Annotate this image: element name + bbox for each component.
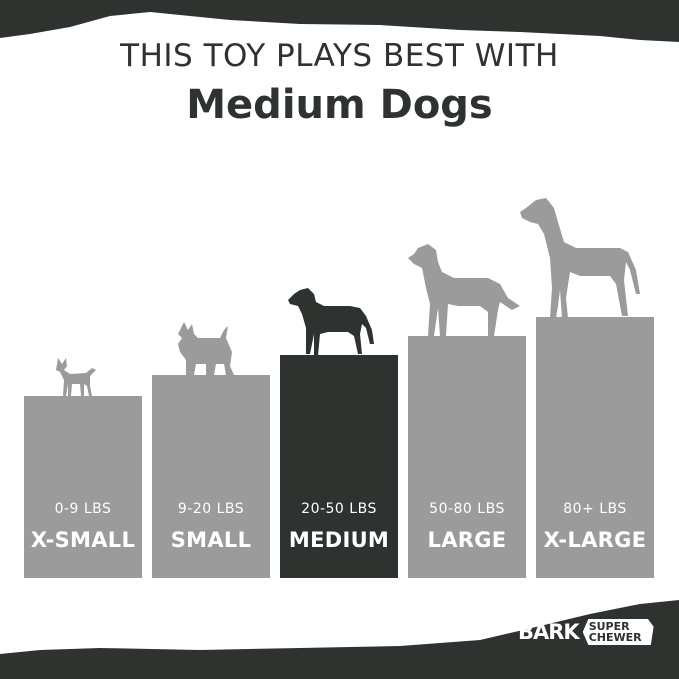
weight-range: 50-80 LBS	[429, 501, 505, 517]
size-label: MEDIUM	[288, 528, 390, 552]
bark-super-chewer-logo: BARK SUPER CHEWER	[518, 619, 654, 645]
size-label: X-LARGE	[543, 528, 647, 552]
size-label: LARGE	[427, 528, 507, 552]
size-label: SMALL	[170, 528, 252, 552]
super-chewer-badge: SUPER CHEWER	[582, 619, 654, 645]
great-dane-icon	[520, 198, 640, 318]
size-bar-small: 9-20 LBS SMALL	[152, 375, 270, 578]
weight-range: 9-20 LBS	[177, 501, 245, 517]
torn-paper-top	[0, 0, 679, 42]
headline-size: Medium Dogs	[186, 82, 493, 128]
retriever-icon	[408, 244, 520, 336]
chihuahua-icon	[56, 358, 96, 396]
weight-range: 20-50 LBS	[301, 501, 377, 517]
labrador-icon	[288, 288, 374, 356]
weight-range: 0-9 LBS	[54, 501, 112, 517]
weight-range: 80+ LBS	[563, 501, 627, 517]
size-bar-x-small: 0-9 LBS X-SMALL	[24, 396, 142, 578]
badge-line-1: SUPER	[588, 620, 630, 633]
scottie-dog-icon	[178, 322, 234, 375]
size-bar-medium: 20-50 LBS MEDIUM	[280, 355, 398, 578]
bark-logo: BARK	[518, 620, 580, 644]
size-bar-large: 50-80 LBS LARGE	[408, 336, 526, 578]
badge-line-2: CHEWER	[588, 631, 642, 644]
size-label: X-SMALL	[30, 528, 136, 552]
torn-paper-bottom	[0, 600, 679, 679]
headline-intro: THIS TOY PLAYS BEST WITH	[120, 38, 559, 74]
size-bar-x-large: 80+ LBS X-LARGE	[536, 317, 654, 578]
